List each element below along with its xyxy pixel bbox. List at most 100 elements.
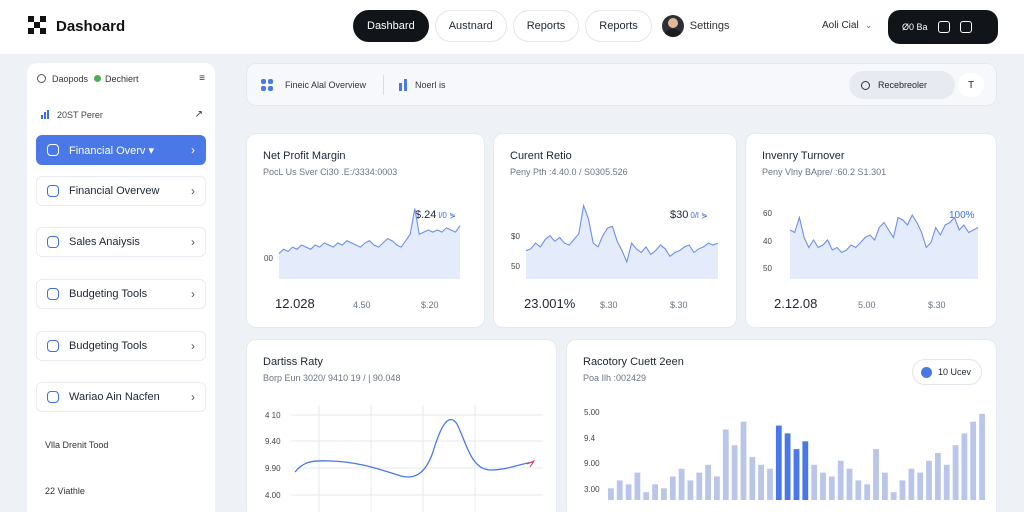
bar	[846, 468, 853, 500]
status-dot-icon	[94, 75, 102, 82]
sidebar-item-label: Sales Anaiysis	[69, 236, 140, 248]
account-actions[interactable]: Ø0 Ba	[888, 10, 998, 44]
bar	[687, 480, 694, 500]
bar	[722, 429, 729, 500]
card-highlight: 100%	[949, 210, 975, 221]
bar	[811, 464, 818, 500]
grid-icon	[261, 79, 273, 91]
y-axis-label: 5.00	[584, 408, 600, 417]
sidebar-item-financial-overvew[interactable]: Financial Overvew ›	[36, 176, 206, 206]
net-profit-line	[278, 208, 461, 254]
bar	[758, 464, 764, 500]
sidebar-item-budgeting-tools-2[interactable]: Budgeting Tools ›	[36, 331, 206, 361]
chevron-right-icon: ›	[191, 339, 195, 353]
bar-chart-icon	[41, 110, 49, 119]
account-menu[interactable]: Aoli Cial ⌄	[822, 20, 872, 31]
sidebar-item-financial-overview[interactable]: Financial Overv ▾ ›	[36, 135, 206, 165]
divider	[383, 75, 384, 95]
sidebar-item-sales-analysis[interactable]: Sales Anaiysis ›	[36, 227, 206, 257]
bar	[643, 492, 650, 500]
highlight-small: l/0 ⋟	[438, 211, 456, 220]
arrow-up-right-icon: ↗	[194, 109, 203, 120]
foot-b: $.30	[670, 300, 688, 310]
card-subtitle: Borp Eun 3020/ 9410 19 / | 90.048	[263, 373, 401, 383]
y-axis-label: 3.00	[584, 485, 600, 494]
bar	[820, 472, 826, 500]
sidebar-item-label: Financial Overv ▾	[69, 144, 154, 157]
bar	[864, 484, 871, 500]
expand-icon[interactable]	[959, 21, 972, 33]
current-ratio-chart	[525, 203, 719, 279]
filter-button[interactable]: T	[958, 73, 984, 97]
kpi-filter[interactable]: Noerl is	[399, 79, 446, 91]
net-profit-card: Net Profit Margin PocL Us Sver Ci30 .E:/…	[246, 133, 485, 328]
bar	[767, 468, 773, 500]
inventory-card: Invenry Turnover Peny Vlny BApre/ :60.2 …	[745, 133, 997, 328]
y-axis-label: 9.90	[265, 464, 281, 473]
bar	[616, 480, 623, 500]
tab-dashboard[interactable]: Dashbard	[353, 10, 429, 42]
tab-reports-2[interactable]: Reports	[585, 10, 652, 42]
bar	[669, 476, 676, 500]
budget-icon	[47, 288, 59, 300]
bar	[802, 441, 809, 500]
chevron-right-icon: ›	[191, 143, 195, 157]
card-title: Net Profit Margin	[263, 150, 346, 162]
inventory-line	[789, 213, 979, 254]
card-subtitle: Peny Pth :4.40.0 / S0305.526	[510, 167, 628, 177]
bar	[625, 484, 632, 500]
card-subtitle: PocL Us Sver Ci30 .E:/3334:0003	[263, 167, 398, 177]
y-axis-label: 9.00	[584, 459, 600, 468]
app-title: Dashoard	[56, 17, 126, 35]
y-axis-label: 60	[763, 209, 772, 218]
sidebar-item-wariao[interactable]: Wariao Ain Nacfen ›	[36, 382, 206, 412]
clock-icon	[37, 74, 46, 83]
document-icon	[47, 185, 59, 197]
bar	[855, 480, 862, 500]
sidebar-footer-item[interactable]: Vlla Drenit Tood	[45, 440, 109, 450]
bar	[731, 445, 738, 500]
user-icon	[47, 340, 59, 352]
foot-b: $.20	[421, 300, 439, 310]
bar	[775, 425, 782, 500]
sidebar-footer-item[interactable]: 22 Viathle	[45, 486, 85, 496]
app-logo[interactable]: Dashoard	[28, 16, 125, 36]
sidebar-header-left: Daopods	[52, 73, 89, 84]
y-axis-label: 4 10	[265, 411, 281, 420]
sidebar-item-label: Wariao Ain Nacfen	[69, 391, 160, 403]
y-axis-label: 50	[511, 262, 520, 271]
chevron-down-icon: ⌄	[864, 20, 873, 30]
search-input[interactable]: Recebreoler	[849, 71, 955, 99]
tab-reports[interactable]: Reports	[512, 10, 580, 42]
sales-icon	[47, 236, 59, 248]
bar	[926, 460, 932, 500]
recovery-card: Racotory Cuett 2een Poa Ilh :002429 10 U…	[566, 339, 997, 512]
sidebar-header: Daopods Dechiert ≡	[37, 73, 205, 84]
highlight-value: $.24	[415, 209, 437, 221]
home-icon[interactable]	[937, 21, 950, 33]
card-subtitle: Poa Ilh :002429	[583, 373, 647, 383]
menu-icon[interactable]: ≡	[199, 73, 205, 84]
overview-filter[interactable]: Fineic Alal Overview	[261, 79, 366, 91]
settings-label: Settings	[689, 20, 730, 32]
chevron-right-icon: ›	[191, 184, 195, 198]
foot-a: $.30	[600, 300, 618, 310]
settings-user[interactable]: Settings	[661, 15, 730, 37]
bar	[961, 433, 968, 500]
inventory-chart	[789, 213, 979, 279]
sidebar-item-budgeting-tools[interactable]: Budgeting Tools ›	[36, 279, 206, 309]
card-highlight: $.24 l/0 ⋟	[415, 209, 456, 221]
sidebar-sub-label: 20ST Perer	[57, 109, 103, 120]
sidebar-subheader[interactable]: 20ST Perer ↗	[41, 109, 203, 120]
bar	[917, 472, 924, 500]
y-axis-label: 50	[763, 264, 772, 273]
inventory-area	[790, 215, 978, 279]
period-chip[interactable]: 10 Ucev	[912, 359, 982, 385]
sidebar: Daopods Dechiert ≡ 20ST Perer ↗ Financia…	[27, 63, 215, 512]
tab-austnard[interactable]: Austnard	[434, 10, 507, 42]
bar-chart-icon	[399, 79, 407, 91]
current-ratio-line	[525, 203, 719, 264]
bar	[793, 449, 800, 500]
foot-a: 5.00	[858, 300, 876, 310]
filter-bar: Fineic Alal Overview Noerl is Recebreole…	[246, 63, 997, 106]
